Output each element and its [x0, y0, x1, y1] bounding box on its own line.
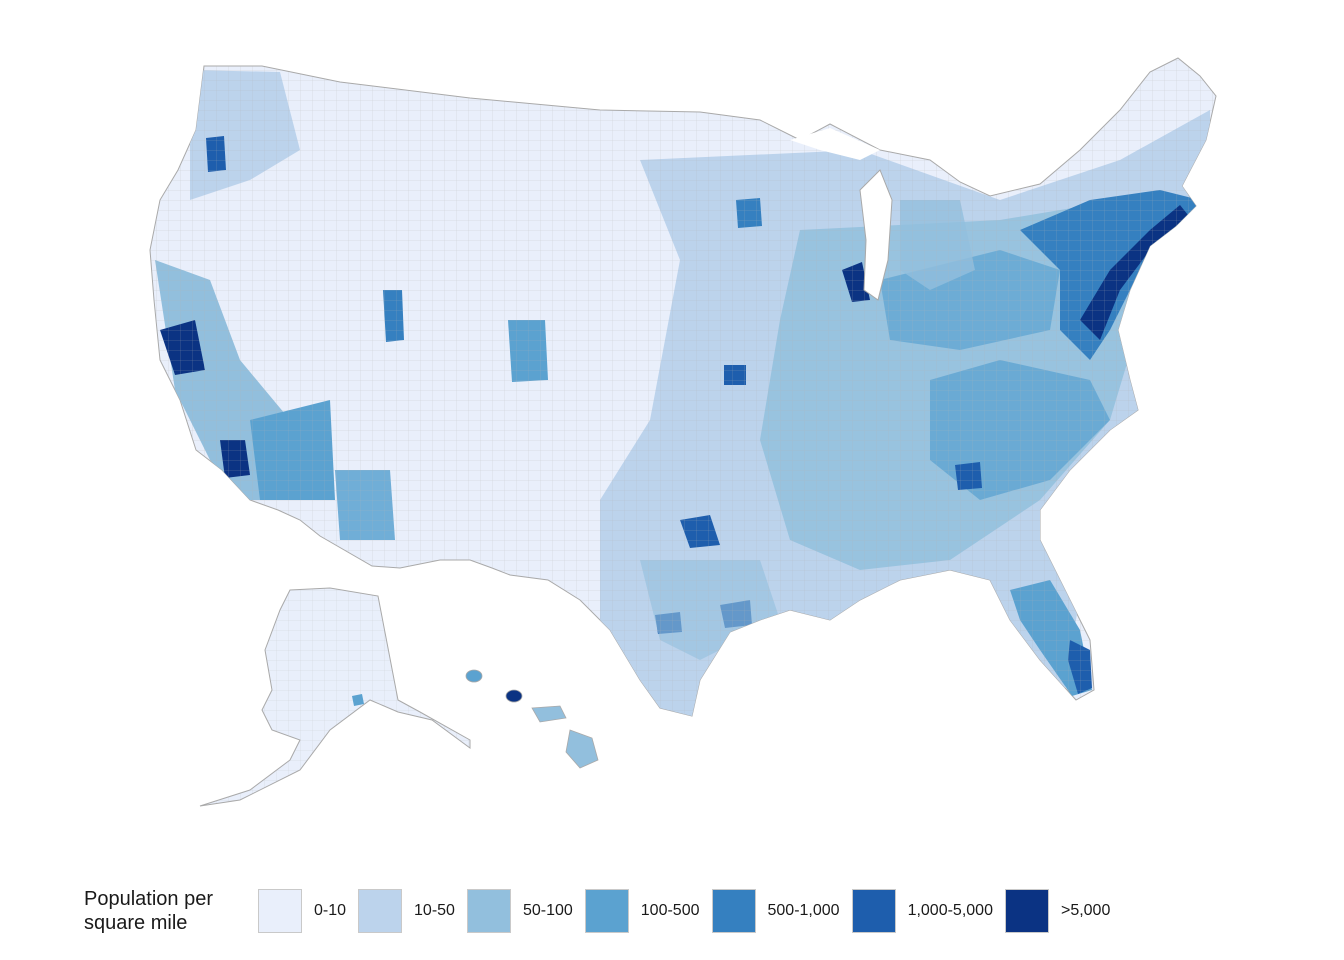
- legend-label: 50-100: [522, 902, 573, 919]
- alaska-county-borders: [200, 588, 470, 806]
- contiguous-us: [149, 57, 1217, 717]
- legend-items: 0-10 10-50 50-100 100-500 500-1,000 1,000-5,0…: [258, 889, 1122, 933]
- legend-item: 100-500: [584, 889, 700, 933]
- legend-item: 500-1,000: [711, 889, 840, 933]
- hawaii-oahu: [505, 689, 523, 703]
- legend-item: 0-10: [258, 889, 346, 933]
- hawaii-kauai: [465, 669, 483, 683]
- hawaii-big-island: [565, 729, 599, 769]
- legend-swatch: [584, 889, 629, 933]
- legend-swatch: [466, 889, 511, 933]
- legend-label: >5,000: [1060, 902, 1111, 919]
- legend-swatch: [1004, 889, 1049, 933]
- legend-swatch: [711, 889, 756, 933]
- hawaii-maui: [531, 705, 567, 723]
- legend-swatch: [851, 889, 896, 933]
- lake-superior: [790, 128, 880, 160]
- hawaii: [465, 669, 599, 769]
- legend-label: 1,000-5,000: [907, 902, 993, 919]
- alaska: [199, 587, 471, 807]
- choropleth-map: [149, 57, 1217, 807]
- legend-label: 100-500: [640, 902, 700, 919]
- legend-item: 50-100: [466, 889, 573, 933]
- county-borders: [150, 58, 1216, 716]
- legend-label: 10-50: [414, 902, 455, 919]
- legend-item: 10-50: [358, 889, 455, 933]
- legend-title: Population per square mile: [84, 887, 254, 935]
- legend-swatch: [258, 889, 302, 933]
- legend: Population per square mile 0-10 10-50 50-1…: [84, 886, 1122, 936]
- legend-item: >5,000: [1004, 889, 1111, 933]
- alaska-anchorage: [352, 694, 364, 706]
- legend-label: 500-1,000: [767, 902, 840, 919]
- lake-michigan: [859, 169, 893, 301]
- legend-swatch: [358, 889, 403, 933]
- legend-title-line-1: Population per: [84, 888, 213, 910]
- legend-title-line-2: square mile: [84, 912, 188, 934]
- legend-label: 0-10: [314, 902, 347, 919]
- legend-item: 1,000-5,000: [851, 889, 993, 933]
